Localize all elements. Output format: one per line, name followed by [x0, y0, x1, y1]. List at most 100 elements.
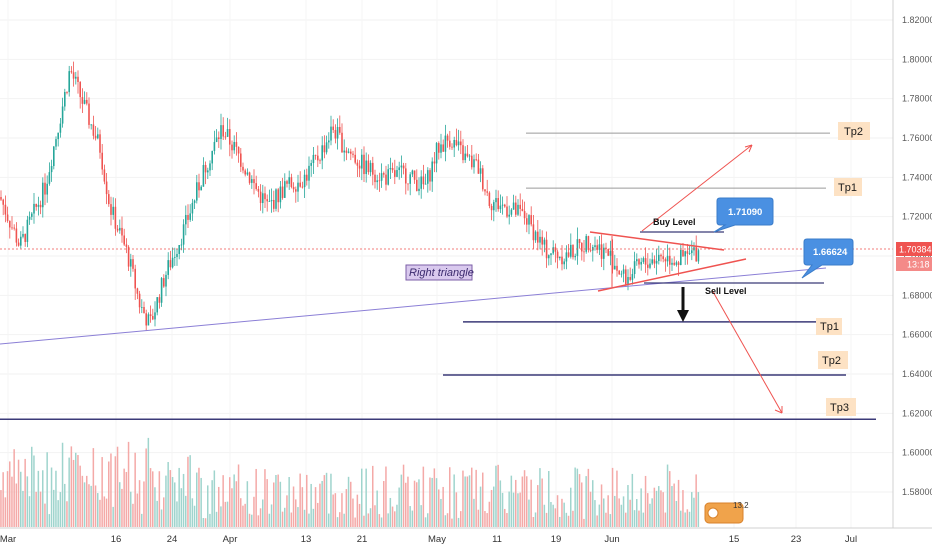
volume-bar: [81, 475, 84, 527]
candle-body: [594, 245, 596, 247]
candle-body: [521, 208, 524, 212]
volume-bar: [664, 512, 667, 527]
volume-bar: [510, 475, 513, 527]
candle-body: [301, 186, 304, 188]
candle-body: [561, 256, 563, 265]
candle-body: [244, 170, 246, 175]
candle-body: [174, 256, 176, 258]
volume-bar: [435, 478, 438, 527]
volume-bar: [622, 496, 625, 527]
candle-body: [31, 213, 33, 217]
candle-body: [237, 146, 240, 154]
volume-bar: [119, 482, 121, 527]
y-tick-label: 1.74000: [902, 172, 932, 182]
up-arrow-head-icon: [744, 144, 753, 153]
volume-bar: [581, 482, 583, 527]
candle-body: [655, 260, 658, 264]
volume-bar: [68, 457, 70, 527]
volume-bar: [99, 499, 101, 527]
volume-bar: [332, 494, 334, 527]
candle-body: [451, 146, 453, 148]
candle-body: [20, 236, 22, 246]
candle-body: [299, 182, 301, 187]
tp1-up-label: Tp1: [838, 182, 857, 194]
volume-bar: [163, 497, 165, 527]
candle-body: [268, 201, 271, 202]
volume-bar: [642, 512, 645, 527]
volume-bar: [130, 491, 132, 527]
candle-body: [312, 154, 315, 164]
candle-body: [108, 194, 110, 205]
volume-bar: [578, 474, 581, 527]
candle-body: [605, 247, 607, 249]
volume-bar: [559, 516, 561, 527]
candle-body: [39, 204, 42, 208]
volume-bar: [152, 471, 154, 527]
candle-body: [134, 268, 136, 289]
candle-body: [204, 164, 207, 173]
volume-bar: [242, 505, 244, 527]
candle-body: [275, 189, 277, 209]
candle-body: [132, 259, 134, 269]
volume-bar: [352, 498, 354, 527]
volume-bar: [638, 510, 640, 527]
candle-body: [119, 227, 121, 231]
volume-bar: [284, 507, 286, 527]
volume-bar: [647, 493, 649, 527]
volume-bar: [418, 479, 420, 527]
target-tp2-down: Tp2: [818, 351, 848, 369]
candle-body: [523, 211, 526, 219]
candle-body: [644, 258, 647, 265]
candle-body: [589, 249, 592, 251]
volume-bar: [220, 506, 222, 527]
candle-body: [548, 255, 550, 259]
volume-bar: [53, 489, 55, 527]
candle-body: [638, 259, 640, 265]
volume-bar: [497, 464, 499, 527]
candle-body: [457, 141, 460, 146]
candle-body: [501, 204, 504, 206]
buy-price-bubble: 1.71090: [713, 197, 774, 233]
candle-body: [475, 159, 477, 161]
current-price-tag: 1.70384 13:18: [896, 242, 932, 271]
volume-bar: [301, 487, 304, 527]
candle-body: [526, 218, 528, 225]
candle-body: [618, 270, 620, 275]
volume-bar: [167, 462, 169, 527]
volume-bar: [389, 497, 392, 527]
volume-bar: [145, 448, 147, 527]
candle-body: [691, 250, 693, 254]
candle-body: [209, 163, 211, 171]
volume-bar: [649, 503, 651, 527]
volume-bar: [31, 446, 33, 527]
volume-bar: [431, 477, 433, 527]
candle-body: [530, 215, 532, 225]
candle-body: [559, 256, 561, 259]
time-axis[interactable]: Mar 16 24 Apr 13 21 May 11 19 Jun 15 23 Jul: [0, 534, 857, 545]
candle-body: [471, 155, 473, 168]
volume-bar: [147, 437, 150, 527]
volume-bar: [138, 480, 141, 527]
volume-bar: [614, 495, 616, 527]
candle-body: [246, 172, 249, 175]
volume-bar: [105, 498, 108, 527]
volume-bar: [266, 479, 268, 527]
volume-bar: [248, 513, 251, 527]
candle-body: [385, 174, 387, 185]
volume-bar: [420, 505, 422, 527]
candle-body: [583, 251, 585, 253]
volume-bar: [633, 510, 636, 527]
candle-body: [504, 204, 506, 207]
candle-body: [662, 256, 664, 260]
volume-bar: [374, 505, 376, 527]
candle-body: [28, 216, 31, 220]
candle-body: [66, 91, 68, 93]
candle-body: [114, 206, 117, 229]
candle-body: [455, 139, 458, 146]
candle-body: [182, 224, 185, 245]
candle-body: [464, 153, 466, 161]
volume-bar: [35, 491, 37, 527]
buy-level-label: Buy Level: [653, 217, 696, 227]
candle-body: [2, 199, 4, 205]
